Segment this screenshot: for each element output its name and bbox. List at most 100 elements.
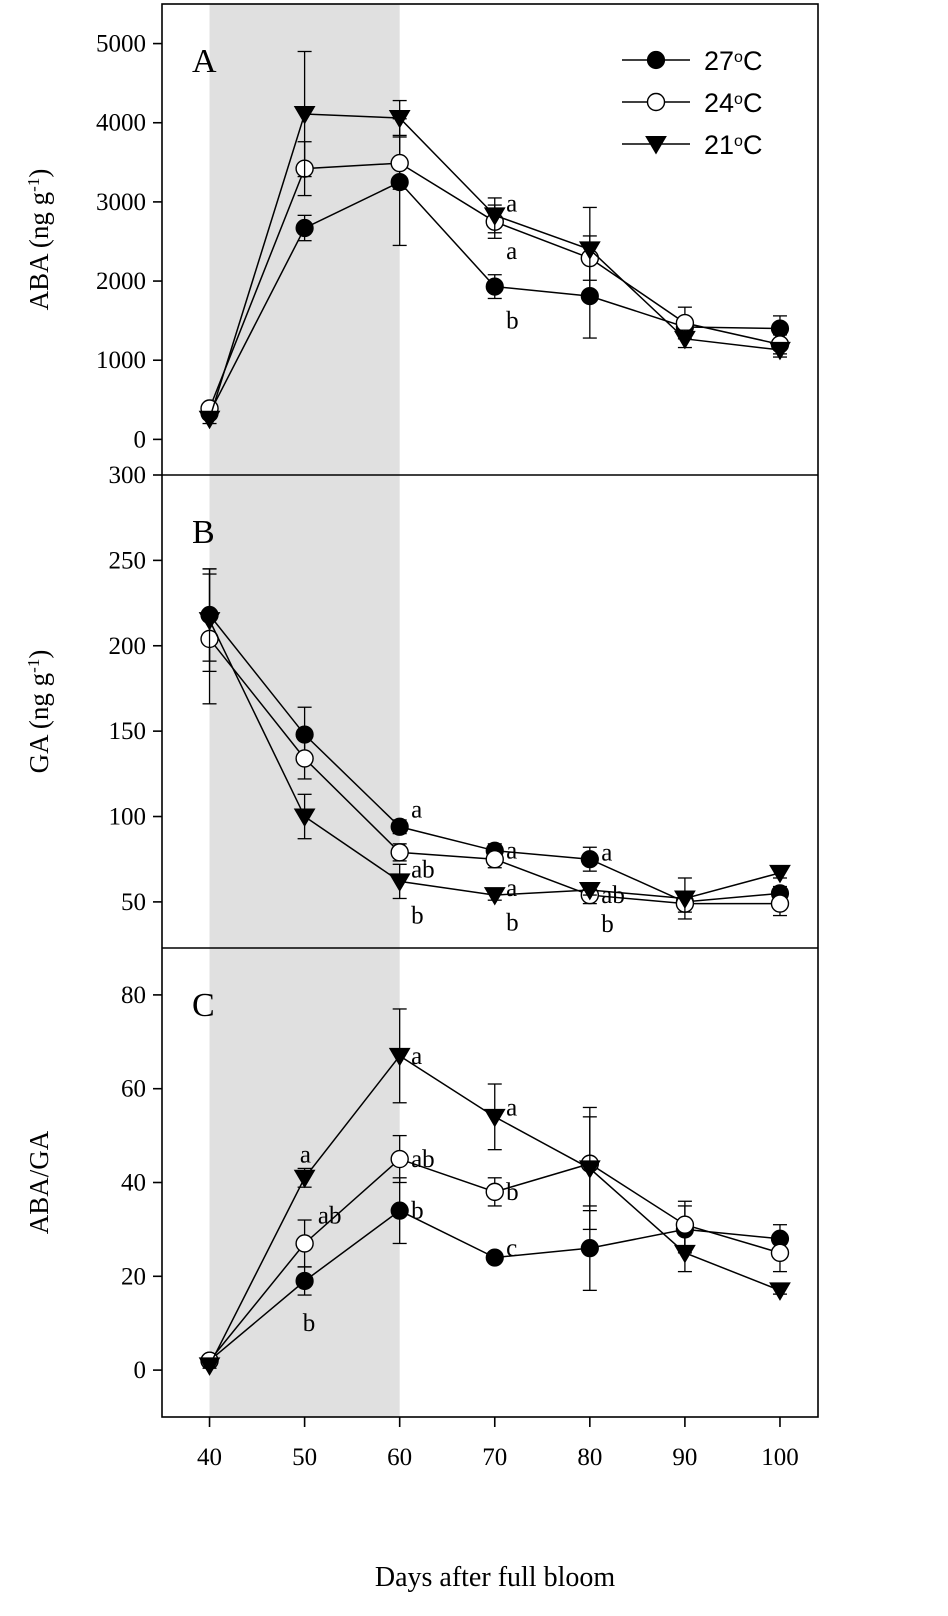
- y-tick-label: 60: [121, 1076, 146, 1103]
- data-point: [769, 341, 791, 361]
- data-point: [295, 218, 314, 238]
- y-axis-label: GA (ng g-1): [24, 650, 55, 774]
- panel-letter: B: [192, 514, 215, 551]
- y-tick-label: 2000: [96, 268, 146, 295]
- legend-marker: [645, 136, 667, 155]
- data-point: [483, 1108, 506, 1128]
- data-point: [198, 410, 221, 430]
- data-point: [578, 881, 601, 901]
- y-tick-label: 40: [121, 1170, 146, 1197]
- data-point: [295, 1271, 314, 1291]
- data-point: [390, 817, 409, 836]
- panel-letter: C: [192, 987, 215, 1024]
- axes-frame: [161, 3, 819, 1418]
- significance-label: a: [506, 875, 517, 902]
- y-axis-label: ABA/GA: [24, 1130, 54, 1234]
- data-point: [295, 749, 314, 768]
- data-point: [295, 1234, 314, 1253]
- legend-label: 21oC: [704, 130, 762, 160]
- data-point: [485, 1182, 504, 1202]
- significance-label: a: [300, 1141, 311, 1168]
- data-point: [198, 612, 221, 631]
- legend-marker: [646, 50, 666, 70]
- series-filled-triangle-down: [198, 568, 791, 920]
- y-tick-label: 3000: [96, 189, 146, 216]
- significance-label: a: [411, 1043, 422, 1070]
- x-axis-label: Days after full bloom: [375, 1562, 615, 1593]
- data-point: [485, 1248, 504, 1267]
- x-tick-label: 100: [761, 1444, 799, 1471]
- y-tick-label: 250: [109, 547, 147, 574]
- significance-label: b: [506, 909, 519, 936]
- significance-label: b: [411, 1198, 424, 1225]
- series-filled-triangle-down: [198, 50, 791, 430]
- x-tick-label: 90: [672, 1444, 697, 1471]
- x-tick-label: 80: [577, 1444, 602, 1471]
- significance-label: b: [506, 1179, 519, 1206]
- data-point: [388, 873, 411, 892]
- data-point: [578, 241, 601, 260]
- data-point: [578, 1160, 601, 1179]
- legend-label: 24oC: [704, 88, 762, 118]
- y-tick-label: 300: [109, 462, 147, 489]
- data-point: [198, 1357, 221, 1376]
- plot-border: [161, 3, 819, 1418]
- data-point: [390, 1201, 409, 1220]
- data-point: [580, 1239, 599, 1258]
- legend: 27oC 24oC 21oC: [622, 46, 762, 160]
- data-point: [293, 106, 316, 125]
- x-axis: 40 50 60 70 80 90 100: [197, 1417, 799, 1471]
- data-point: [769, 864, 791, 884]
- panel-a: 0 1000 2000 3000 4000 5000 ABA (ng g-1) Aaa b: [24, 31, 791, 453]
- y-tick-label: 5000: [96, 31, 146, 58]
- y-tick-label: 100: [109, 804, 147, 831]
- x-tick-label: 50: [292, 1444, 317, 1471]
- significance-label: ab: [411, 856, 435, 883]
- y-tick-label: 0: [134, 426, 147, 453]
- data-point: [483, 207, 506, 226]
- significance-label: ab: [411, 1146, 435, 1173]
- y-tick-label: 20: [121, 1263, 146, 1290]
- y-tick-label: 4000: [96, 110, 146, 137]
- data-point: [675, 313, 695, 333]
- y-tick-label: 200: [109, 633, 147, 660]
- legend-entry: 27oC: [622, 46, 762, 76]
- significance-label: a: [506, 1094, 517, 1121]
- legend-entry: 21oC: [622, 130, 762, 160]
- data-point: [675, 1215, 695, 1234]
- legend-entry: 24oC: [622, 88, 762, 118]
- y-tick-label: 150: [109, 718, 147, 745]
- significance-label: a: [601, 839, 612, 866]
- legend-label: 27oC: [704, 46, 762, 76]
- data-point: [770, 894, 790, 913]
- x-tick-label: 40: [197, 1444, 222, 1471]
- data-point: [770, 1243, 790, 1263]
- data-point: [483, 887, 506, 906]
- legend-marker: [646, 92, 666, 112]
- data-point: [485, 277, 504, 296]
- significance-label: b: [411, 903, 424, 930]
- y-tick-label: 50: [121, 889, 146, 916]
- significance-label: b: [506, 308, 519, 335]
- data-point: [390, 153, 409, 173]
- data-point: [485, 850, 504, 869]
- x-tick-label: 60: [387, 1444, 412, 1471]
- significance-label: b: [303, 1310, 316, 1337]
- data-point: [769, 1282, 791, 1301]
- data-point: [293, 1169, 316, 1189]
- significance-label: a: [506, 190, 517, 217]
- data-point: [388, 1047, 411, 1067]
- significance-label: c: [506, 1235, 517, 1262]
- data-point: [388, 109, 411, 129]
- panel-letter: A: [192, 43, 217, 80]
- data-point: [293, 808, 316, 828]
- y-tick-label: 1000: [96, 347, 146, 374]
- significance-label: ab: [318, 1202, 342, 1229]
- y-tick-label: 80: [121, 982, 146, 1009]
- significance-label: a: [506, 238, 517, 265]
- data-point: [580, 850, 599, 869]
- significance-label: b: [601, 911, 614, 938]
